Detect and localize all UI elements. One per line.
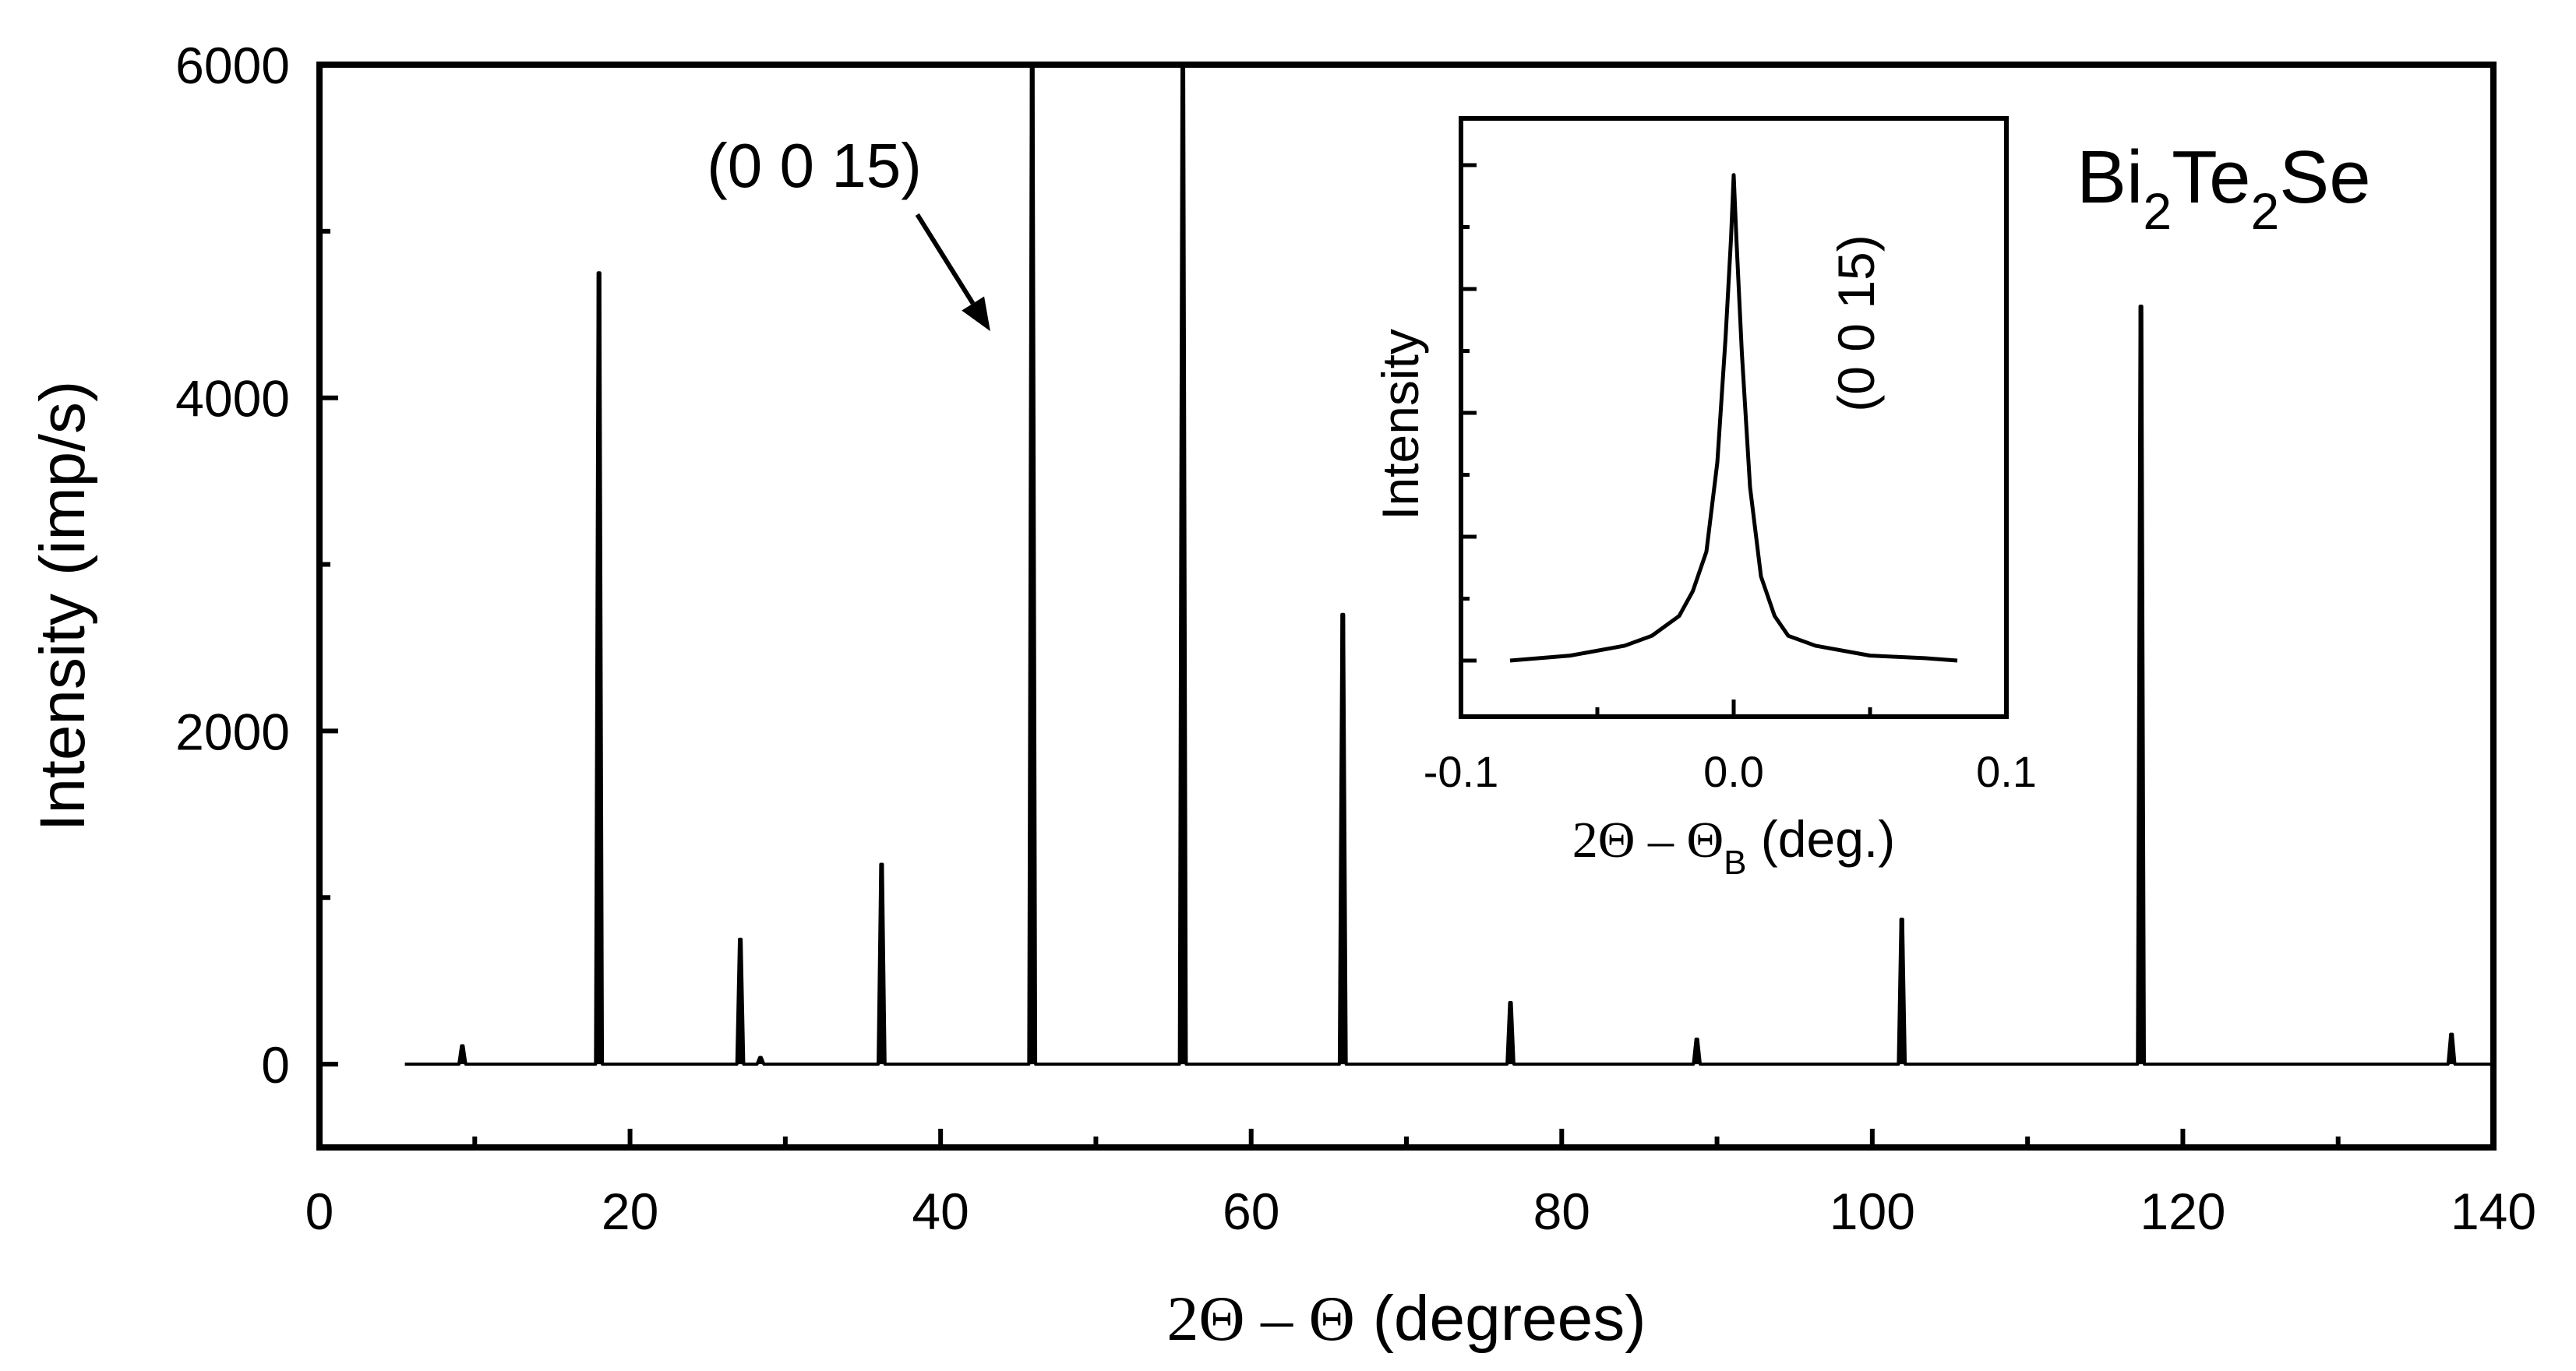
inset-x-tick-label: 0.0	[1703, 747, 1764, 796]
x-tick-label: 0	[305, 1182, 334, 1240]
peak-annotation-label: (0 0 15)	[707, 131, 922, 200]
inset-x-tick-label: -0.1	[1424, 747, 1499, 796]
x-tick-label: 20	[602, 1182, 658, 1240]
compound-subscript-1: 2	[2143, 182, 2172, 240]
x-tick-label: 140	[2451, 1182, 2536, 1240]
main-axis-tick-labels: 0 20 40 60 80 100 120 140 0 2000 4000 6000	[175, 37, 2536, 1240]
inset-x-label-subscript: B	[1724, 844, 1746, 882]
inset-x-tick-label: 0.1	[1976, 747, 2037, 796]
compound-subscript-2: 2	[2250, 182, 2279, 240]
x-tick-label: 60	[1223, 1182, 1279, 1240]
inset-y-axis-label: Intensity	[1371, 329, 1429, 520]
y-tick-label: 0	[261, 1036, 290, 1094]
inset-peak-annotation: (0 0 15)	[1827, 234, 1885, 411]
x-label-units: (degrees)	[1355, 1283, 1646, 1354]
compound-part-se: Se	[2279, 136, 2370, 219]
peak-annotation-arrowhead	[962, 296, 990, 332]
main-axis-ticks	[317, 62, 2496, 1147]
y-tick-label: 6000	[175, 37, 290, 94]
x-tick-label: 100	[1830, 1182, 1915, 1240]
inset-x-axis-label: 2Θ – ΘB (deg.)	[1572, 810, 1895, 882]
inset-x-label-symbols: 2Θ – Θ	[1572, 812, 1724, 869]
inset-axis-ticks	[1459, 163, 2009, 717]
main-y-axis-label: Intensity (imp/s)	[27, 381, 98, 832]
compound-part-te: Te	[2172, 136, 2250, 219]
y-tick-label: 2000	[175, 703, 290, 760]
diffraction-peaks	[460, 65, 2454, 1065]
compound-part-bi: Bi	[2077, 136, 2143, 219]
compound-label: Bi2Te2Se	[2077, 136, 2371, 240]
inset-axis-tick-labels: -0.1 0.0 0.1	[1424, 747, 2037, 796]
x-label-symbols: 2Θ – Θ	[1166, 1283, 1354, 1354]
x-tick-label: 80	[1533, 1182, 1590, 1240]
main-x-axis-label: 2Θ – Θ (degrees)	[1166, 1283, 1646, 1354]
peak-annotation-arrow	[915, 213, 976, 305]
x-tick-label: 120	[2140, 1182, 2225, 1240]
inset-x-label-units: (deg.)	[1746, 810, 1895, 868]
inset-peak-profile-line	[1509, 173, 1958, 663]
y-tick-label: 4000	[175, 370, 290, 428]
x-tick-label: 40	[912, 1182, 969, 1240]
